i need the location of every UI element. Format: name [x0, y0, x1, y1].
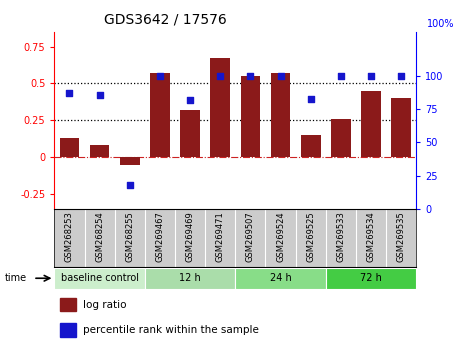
Point: [96, 92, 104, 97]
Text: GSM268254: GSM268254: [95, 211, 104, 262]
Text: GSM269533: GSM269533: [336, 211, 345, 262]
Bar: [210, 58, 230, 157]
Text: 72 h: 72 h: [360, 273, 382, 283]
Text: time: time: [5, 273, 27, 283]
Text: GSM269525: GSM269525: [306, 211, 315, 262]
Text: GSM268253: GSM268253: [65, 211, 74, 262]
Text: log ratio: log ratio: [83, 300, 127, 310]
Bar: [90, 145, 109, 157]
Point: [307, 96, 315, 102]
Bar: [180, 110, 200, 157]
Bar: [331, 119, 350, 157]
Text: GSM269534: GSM269534: [367, 211, 376, 262]
Bar: [120, 157, 140, 165]
Bar: [271, 73, 290, 157]
Text: GSM269535: GSM269535: [397, 211, 406, 262]
Bar: [60, 138, 79, 157]
Point: [156, 73, 164, 79]
Point: [246, 73, 254, 79]
Bar: [145, 268, 235, 289]
Text: 12 h: 12 h: [179, 273, 201, 283]
Bar: [326, 268, 416, 289]
Point: [337, 73, 345, 79]
Text: 100%: 100%: [427, 19, 455, 29]
Text: GSM269471: GSM269471: [216, 211, 225, 262]
Bar: [235, 268, 326, 289]
Text: 24 h: 24 h: [270, 273, 291, 283]
Point: [186, 97, 194, 103]
Text: GSM269524: GSM269524: [276, 211, 285, 262]
Bar: [301, 135, 321, 157]
Text: GSM269467: GSM269467: [156, 211, 165, 262]
Bar: [391, 98, 411, 157]
Text: GSM268255: GSM268255: [125, 211, 134, 262]
Text: GSM269469: GSM269469: [185, 211, 194, 262]
Point: [126, 182, 133, 188]
Text: percentile rank within the sample: percentile rank within the sample: [83, 325, 259, 335]
Bar: [60, 298, 76, 312]
Text: GDS3642 / 17576: GDS3642 / 17576: [104, 12, 227, 26]
Point: [397, 73, 405, 79]
Bar: [241, 76, 260, 157]
Bar: [361, 91, 381, 157]
Point: [217, 73, 224, 79]
Text: GSM269507: GSM269507: [246, 211, 255, 262]
Point: [66, 91, 73, 96]
Bar: [150, 73, 170, 157]
Point: [277, 73, 284, 79]
Bar: [54, 268, 145, 289]
Bar: [60, 324, 76, 337]
Text: baseline control: baseline control: [61, 273, 139, 283]
Point: [367, 73, 375, 79]
